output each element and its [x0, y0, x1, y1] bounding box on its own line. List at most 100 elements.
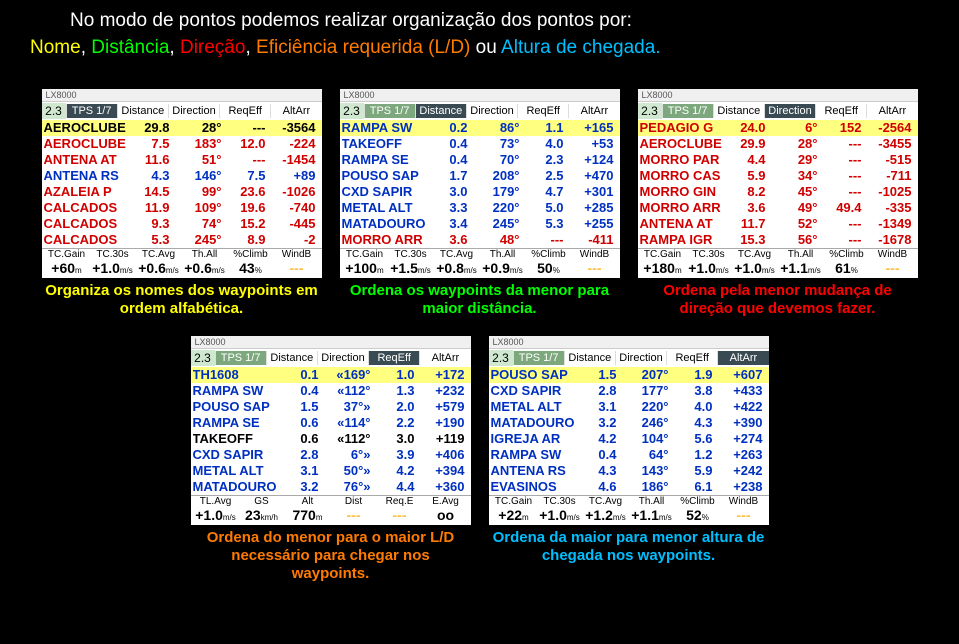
footer-values: +180m+1.0m/s+1.0m/s+1.1m/s61%--- [638, 260, 918, 278]
sort-tab-alt[interactable]: AltArr [717, 351, 768, 365]
cell-alt: +422 [713, 399, 763, 415]
sort-tab-name[interactable]: TPS 1/7 [364, 104, 415, 118]
cell-alt: -1678 [862, 232, 912, 248]
waypoint-row[interactable]: IGREJA AR4.2104°5.6+274 [489, 431, 769, 447]
waypoint-row[interactable]: POUSO SAP1.7208°2.5+470 [340, 168, 620, 184]
sort-tab-dist[interactable]: Distance [415, 104, 466, 118]
sort-tab-dir[interactable]: Direction [466, 104, 517, 118]
waypoint-row[interactable]: MATADOURO3.276°»4.4+360 [191, 479, 471, 495]
footer-label: TC.Gain [342, 249, 388, 260]
cell-name: PEDAGIO G [640, 120, 726, 136]
sort-tab-dir[interactable]: Direction [168, 104, 219, 118]
cell-dist: 4.3 [130, 168, 170, 184]
sort-tab-eff[interactable]: ReqEff [219, 104, 270, 118]
cell-eff: 2.3 [520, 152, 564, 168]
waypoint-row[interactable]: MORRO GIN8.245°----1025 [638, 184, 918, 200]
waypoint-row[interactable]: CXD SAPIR2.86°»3.9+406 [191, 447, 471, 463]
sort-tab-eff[interactable]: ReqEff [517, 104, 568, 118]
waypoint-row[interactable]: MORRO ARR3.649°49.4-335 [638, 200, 918, 216]
waypoint-row[interactable]: RAMPA SE0.6«114°2.2+190 [191, 415, 471, 431]
waypoint-row[interactable]: POUSO SAP1.537°»2.0+579 [191, 399, 471, 415]
cell-dir: 28° [170, 120, 222, 136]
cell-dist: 1.7 [428, 168, 468, 184]
footer-label: TC.Avg [136, 249, 182, 260]
cell-dist: 4.6 [577, 479, 617, 495]
cell-name: TH1608 [193, 367, 279, 383]
waypoint-row[interactable]: ANTENA RS4.3143°5.9+242 [489, 463, 769, 479]
sort-tab-dist[interactable]: Distance [564, 351, 615, 365]
cell-name: MORRO ARR [342, 232, 428, 248]
sort-tab-name[interactable]: TPS 1/7 [662, 104, 713, 118]
waypoint-row[interactable]: METAL ALT3.1220°4.0+422 [489, 399, 769, 415]
waypoint-row[interactable]: CALCADOS11.9109°19.6-740 [42, 200, 322, 216]
sort-tab-dir[interactable]: Direction [615, 351, 666, 365]
sort-tab-eff[interactable]: ReqEff [666, 351, 717, 365]
cell-name: CALCADOS [44, 216, 130, 232]
waypoint-row[interactable]: MORRO CAS5.934°----711 [638, 168, 918, 184]
waypoint-row[interactable]: MATADOURO3.4245°5.3+255 [340, 216, 620, 232]
footer-label: TC.Gain [491, 496, 537, 507]
cell-alt: +165 [564, 120, 614, 136]
cell-eff: 23.6 [222, 184, 266, 200]
waypoint-row[interactable]: MATADOURO3.2246°4.3+390 [489, 415, 769, 431]
sort-tab-dist[interactable]: Distance [713, 104, 764, 118]
sort-tab-alt[interactable]: AltArr [866, 104, 917, 118]
waypoint-row[interactable]: TH16080.1«169°1.0+172 [191, 367, 471, 383]
sort-tab-alt[interactable]: AltArr [419, 351, 470, 365]
waypoint-row[interactable]: METAL ALT3.150°»4.2+394 [191, 463, 471, 479]
waypoint-row[interactable]: RAMPA SE0.470°2.3+124 [340, 152, 620, 168]
waypoint-row[interactable]: AEROCLUBE29.828°----3564 [42, 120, 322, 136]
waypoint-row[interactable]: ANTENA AT11.651°----1454 [42, 152, 322, 168]
waypoint-row[interactable]: RAMPA SW0.4«112°1.3+232 [191, 383, 471, 399]
sort-tab-name[interactable]: TPS 1/7 [215, 351, 266, 365]
sort-tab-dir[interactable]: Direction [764, 104, 815, 118]
sort-tab-eff[interactable]: ReqEff [368, 351, 419, 365]
cell-dir: 179° [468, 184, 520, 200]
waypoint-row[interactable]: RAMPA IGR15.356°----1678 [638, 232, 918, 248]
sort-tab-dir[interactable]: Direction [317, 351, 368, 365]
waypoint-row[interactable]: TAKEOFF0.473°4.0+53 [340, 136, 620, 152]
waypoint-row[interactable]: METAL ALT3.3220°5.0+285 [340, 200, 620, 216]
waypoint-row[interactable]: MORRO PAR4.429°----515 [638, 152, 918, 168]
sort-tab-alt[interactable]: AltArr [568, 104, 619, 118]
cell-eff: 3.8 [669, 383, 713, 399]
cell-eff: --- [818, 216, 862, 232]
sort-tab-eff[interactable]: ReqEff [815, 104, 866, 118]
sort-row: 2.3TPS 1/7DistanceDirectionReqEffAltArr [42, 102, 322, 120]
cell-dist: 29.8 [130, 120, 170, 136]
waypoint-row[interactable]: AEROCLUBE7.5183°12.0-224 [42, 136, 322, 152]
waypoint-row[interactable]: POUSO SAP1.5207°1.9+607 [489, 367, 769, 383]
hl-dir: Direção [180, 37, 245, 58]
cell-dir: 104° [617, 431, 669, 447]
waypoint-row[interactable]: MORRO ARR3.648°----411 [340, 232, 620, 248]
waypoint-row[interactable]: ANTENA AT11.752°----1349 [638, 216, 918, 232]
footer-label: TC.Gain [44, 249, 90, 260]
sort-tab-name[interactable]: TPS 1/7 [513, 351, 564, 365]
waypoint-row[interactable]: AEROCLUBE29.928°----3455 [638, 136, 918, 152]
sort-tab-alt[interactable]: AltArr [270, 104, 321, 118]
footer-label: TC.30s [686, 249, 732, 260]
hl-eff: Eficiência requerida (L/D) [256, 37, 470, 58]
cell-alt: +263 [713, 447, 763, 463]
sort-tab-dist[interactable]: Distance [266, 351, 317, 365]
footer-label: GS [239, 496, 285, 507]
cell-eff: 5.9 [669, 463, 713, 479]
cell-alt: -3564 [266, 120, 316, 136]
waypoint-row[interactable]: EVASINOS4.6186°6.1+238 [489, 479, 769, 495]
waypoint-row[interactable]: CXD SAPIR2.8177°3.8+433 [489, 383, 769, 399]
waypoint-row[interactable]: CALCADOS5.3245°8.9-2 [42, 232, 322, 248]
waypoint-row[interactable]: RAMPA SW0.464°1.2+263 [489, 447, 769, 463]
waypoint-row[interactable]: CALCADOS9.374°15.2-445 [42, 216, 322, 232]
waypoint-row[interactable]: CXD SAPIR3.0179°4.7+301 [340, 184, 620, 200]
cell-dist: 8.2 [726, 184, 766, 200]
waypoint-row[interactable]: PEDAGIO G24.06°152-2564 [638, 120, 918, 136]
waypoint-row[interactable]: RAMPA SW0.286°1.1+165 [340, 120, 620, 136]
cell-name: POUSO SAP [342, 168, 428, 184]
waypoint-row[interactable]: AZALEIA P14.599°23.6-1026 [42, 184, 322, 200]
cell-dist: 3.1 [279, 463, 319, 479]
waypoint-row[interactable]: TAKEOFF0.6«112°3.0+119 [191, 431, 471, 447]
cell-dist: 4.2 [577, 431, 617, 447]
waypoint-row[interactable]: ANTENA RS4.3146°7.5+89 [42, 168, 322, 184]
sort-tab-name[interactable]: TPS 1/7 [66, 104, 117, 118]
sort-tab-dist[interactable]: Distance [117, 104, 168, 118]
